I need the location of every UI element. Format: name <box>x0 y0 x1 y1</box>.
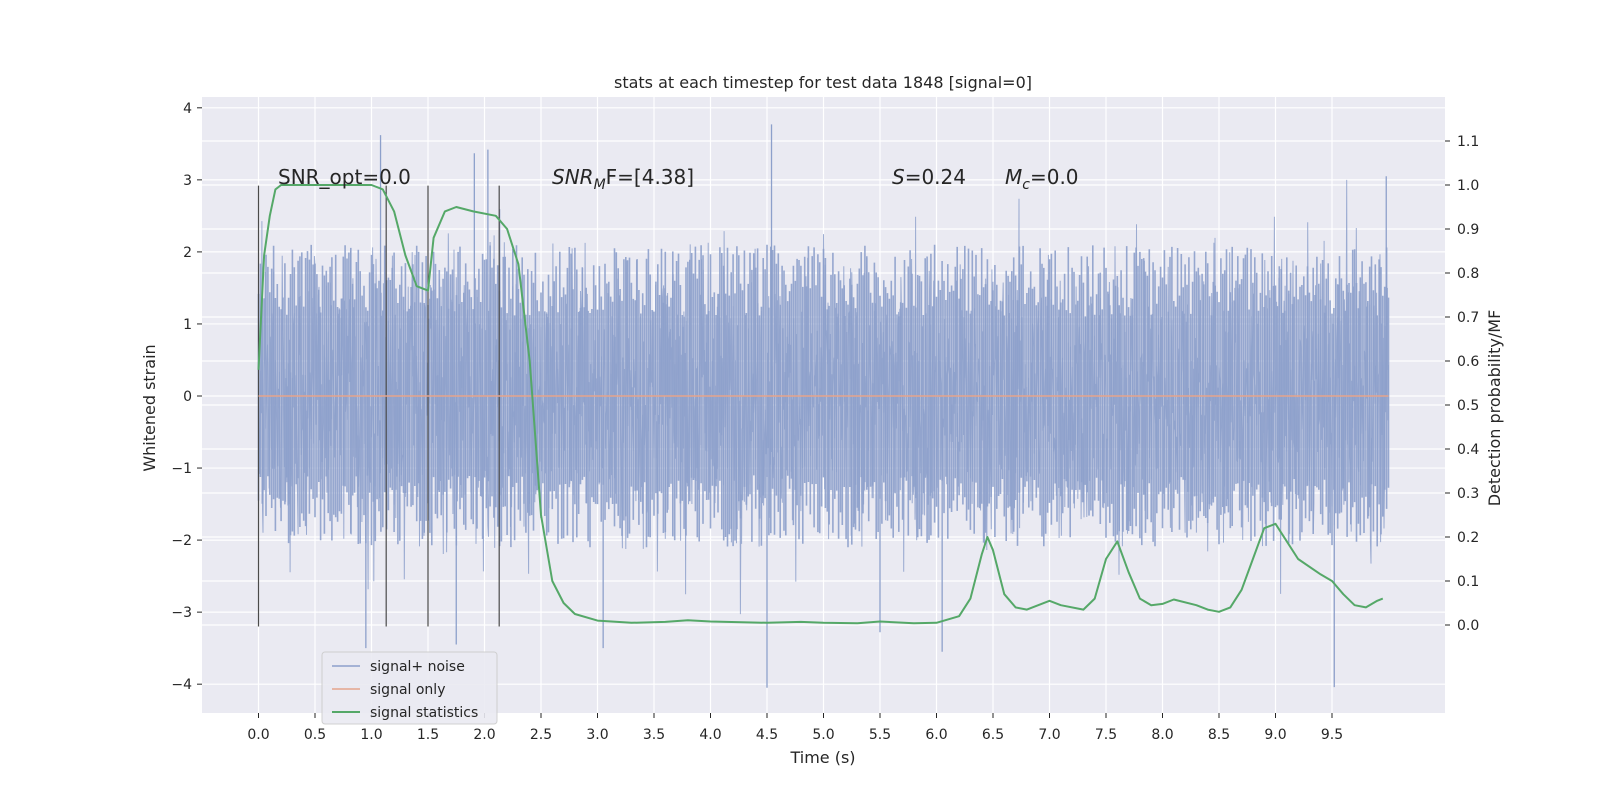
y2-tick-label: 0.3 <box>1457 486 1479 502</box>
y-tick-label: 2 <box>183 245 192 261</box>
legend-label: signal statistics <box>370 705 478 721</box>
legend-label: signal only <box>370 682 445 698</box>
x-tick-label: 5.0 <box>812 727 834 743</box>
annotation-snr-mf-base: SNR <box>552 165 594 189</box>
y2-tick-label: 0.0 <box>1457 618 1479 634</box>
x-tick-label: 5.5 <box>869 727 891 743</box>
y2-tick-label: 0.1 <box>1457 574 1479 590</box>
annotation-mc-rest: =0.0 <box>1030 165 1079 189</box>
y2-axis-label: Detection probability/MF <box>1485 310 1504 507</box>
y2-tick-label: 0.5 <box>1457 398 1479 414</box>
x-tick-label: 6.5 <box>982 727 1004 743</box>
x-tick-label: 3.0 <box>586 727 608 743</box>
annotation-s-rest: =0.24 <box>905 165 966 189</box>
y2-tick-label: 0.9 <box>1457 222 1479 238</box>
y-tick-label: −4 <box>171 677 192 693</box>
y2-tick-label: 1.1 <box>1457 134 1479 150</box>
y-tick-label: 1 <box>183 317 192 333</box>
chart-title: stats at each timestep for test data 184… <box>614 73 1032 92</box>
annotation-s-var: S <box>892 165 905 189</box>
annotation-snr-mf: SNRMF=[4.38] <box>552 165 694 193</box>
annotation-mc: Mc=0.0 <box>1005 165 1079 193</box>
annotation-mc-sub: c <box>1022 177 1030 193</box>
x-tick-label: 2.0 <box>473 727 495 743</box>
x-tick-label: 7.0 <box>1038 727 1060 743</box>
y-tick-label: −2 <box>171 533 192 549</box>
y2-tick-label: 0.2 <box>1457 530 1479 546</box>
y2-tick-label: 0.6 <box>1457 354 1479 370</box>
x-tick-label: 9.5 <box>1321 727 1343 743</box>
y2-tick-label: 0.7 <box>1457 310 1479 326</box>
x-tick-label: 1.5 <box>417 727 439 743</box>
x-tick-label: 4.5 <box>756 727 778 743</box>
x-tick-label: 9.0 <box>1264 727 1286 743</box>
x-tick-label: 3.5 <box>643 727 665 743</box>
y-tick-label: 3 <box>183 173 192 189</box>
signal-statistics-line <box>257 184 1384 625</box>
y2-tick-label: 1.0 <box>1457 178 1479 194</box>
y2-tick-label: 0.4 <box>1457 442 1479 458</box>
annotation-mc-var: M <box>1005 165 1022 189</box>
x-tick-label: 0.5 <box>304 727 326 743</box>
y-tick-label: −3 <box>171 605 192 621</box>
annotation-snr-mf-rest: F=[4.38] <box>606 165 694 189</box>
annotation-s: S=0.24 <box>892 165 966 189</box>
y-tick-label: −1 <box>171 461 192 477</box>
legend-label: signal+ noise <box>370 659 465 675</box>
x-tick-label: 7.5 <box>1095 727 1117 743</box>
x-tick-label: 6.0 <box>925 727 947 743</box>
x-tick-label: 8.0 <box>1151 727 1173 743</box>
x-axis-label: Time (s) <box>789 748 855 767</box>
x-tick-label: 0.0 <box>247 727 269 743</box>
legend: signal+ noise signal only signal statistic… <box>321 651 498 725</box>
x-tick-label: 1.0 <box>360 727 382 743</box>
x-tick-label: 4.0 <box>699 727 721 743</box>
annotation-snr-opt: SNR_opt=0.0 <box>278 165 411 189</box>
annotation-snr-mf-sub: M <box>594 177 606 193</box>
x-tick-label: 2.5 <box>530 727 552 743</box>
y-tick-label: 4 <box>183 101 192 117</box>
y2-tick-label: 0.8 <box>1457 266 1479 282</box>
legend-box <box>321 651 498 725</box>
y-tick-label: 0 <box>183 389 192 405</box>
x-tick-label: 8.5 <box>1208 727 1230 743</box>
y-axis-label: Whitened strain <box>140 344 159 471</box>
